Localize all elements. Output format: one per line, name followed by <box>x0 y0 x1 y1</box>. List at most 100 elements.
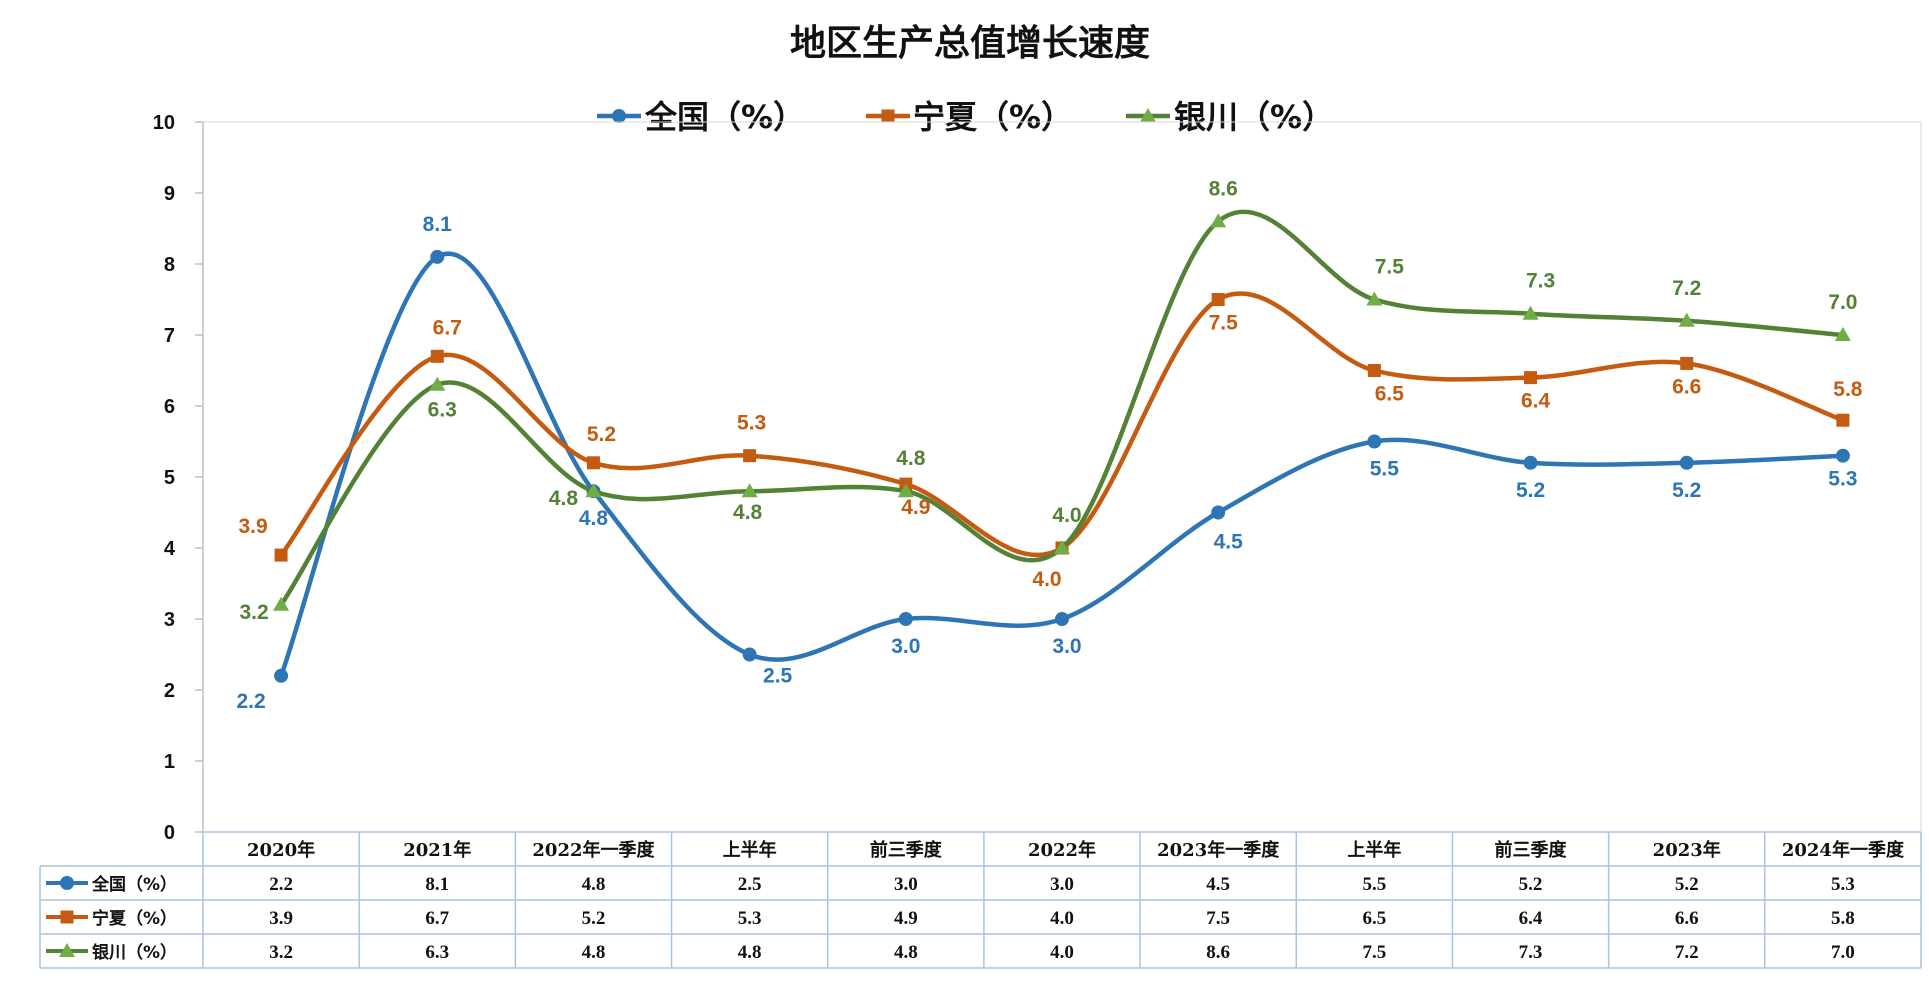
ningxia-data-label: 6.4 <box>1521 390 1551 413</box>
ningxia-data-label: 4.0 <box>1032 568 1061 591</box>
national-data-label: 8.1 <box>423 213 453 236</box>
yinchuan-data-label: 4.0 <box>1052 504 1081 527</box>
national-point <box>742 647 757 662</box>
yinchuan-point <box>1210 213 1227 228</box>
table-cell-value: 5.3 <box>738 908 762 929</box>
table-cell-value: 4.8 <box>582 942 606 963</box>
yinchuan-data-label: 7.5 <box>1375 256 1405 279</box>
table-cell-value: 5.2 <box>1675 874 1699 895</box>
category-label: 2024年一季度 <box>1782 839 1905 861</box>
yinchuan-point <box>585 483 602 498</box>
legend-national-marker <box>612 109 626 123</box>
table-cell-value: 7.5 <box>1362 942 1386 963</box>
yinchuan-point <box>897 483 914 498</box>
yinchuan-data-label: 4.8 <box>733 501 763 524</box>
ningxia-point <box>1367 364 1381 377</box>
national-point <box>1523 455 1538 470</box>
yinchuan-data-label: 7.2 <box>1672 277 1701 300</box>
table-cell-value: 6.3 <box>425 942 449 963</box>
y-tick-label: 8 <box>164 254 175 276</box>
yinchuan-point <box>1366 291 1383 306</box>
legend-ningxia-marker <box>881 109 895 123</box>
table-cell-value: 7.0 <box>1831 942 1855 963</box>
table-cell-value: 3.2 <box>269 942 293 963</box>
category-label: 2022年 <box>1028 839 1096 861</box>
y-tick-label: 1 <box>164 751 175 773</box>
data-table: 2020年 2021年 2022年一季度 上半年 前三季度 2022年 2023年一季度 上半… <box>39 831 1922 969</box>
yinchuan-point <box>429 376 446 391</box>
table-cell-value: 4.8 <box>894 942 918 963</box>
ningxia-data-label: 3.9 <box>238 515 267 538</box>
ningxia-data-label: 5.3 <box>737 412 766 435</box>
category-label: 上半年 <box>723 839 777 861</box>
table-cell-value: 3.0 <box>894 874 918 895</box>
table-cell-value: 8.1 <box>425 874 449 895</box>
yinchuan-point <box>273 596 290 611</box>
yinchuan-point <box>741 483 758 498</box>
table-cell-value: 4.8 <box>738 942 762 963</box>
category-label: 2020年 <box>247 839 315 861</box>
legend-yinchuan-label: 银川（%） <box>1174 98 1334 136</box>
table-cell-value: 4.8 <box>582 874 606 895</box>
table-cell-value: 4.0 <box>1050 942 1074 963</box>
national-data-label: 5.5 <box>1370 458 1400 481</box>
category-label: 前三季度 <box>870 839 943 861</box>
legend-yinchuan-marker <box>1140 108 1156 122</box>
yinchuan-data-label: 7.3 <box>1526 270 1555 293</box>
table-cell-value: 3.9 <box>269 908 293 929</box>
category-label: 上半年 <box>1347 839 1401 861</box>
table-cell-value: 6.7 <box>425 908 449 929</box>
ningxia-point <box>1211 293 1225 306</box>
table-cell-value: 6.6 <box>1675 908 1699 929</box>
table-key-national-marker <box>60 876 74 890</box>
table-cell-value: 2.5 <box>738 874 762 895</box>
national-point <box>1367 434 1382 449</box>
national-point <box>1835 448 1850 463</box>
yinchuan-point <box>1054 540 1070 554</box>
yinchuan-data-label: 4.8 <box>896 447 926 470</box>
ningxia-data-label: 6.6 <box>1672 375 1701 398</box>
national-point <box>1679 455 1694 470</box>
ningxia-data-label: 4.9 <box>901 496 930 519</box>
y-tick-label: 5 <box>164 467 175 489</box>
national-data-label: 2.2 <box>236 690 265 713</box>
national-point <box>898 612 913 626</box>
table-row-label: 全国（%） <box>91 874 177 895</box>
yinchuan-point <box>1678 312 1695 327</box>
ningxia-point <box>743 449 757 463</box>
table-key-ningxia-marker <box>60 910 74 924</box>
table-cell-value: 5.2 <box>1519 874 1543 895</box>
national-data-label: 5.3 <box>1828 468 1857 491</box>
table-cell-value: 5.8 <box>1831 908 1855 929</box>
category-label: 2021年 <box>403 839 471 861</box>
ningxia-point <box>1524 371 1538 385</box>
y-tick-label: 0 <box>164 822 175 844</box>
national-point <box>1055 612 1069 626</box>
y-tick-label: 6 <box>164 396 175 418</box>
y-tick-label: 7 <box>164 325 175 347</box>
axes: 0 1 2 3 4 5 6 7 8 9 10 <box>153 112 1922 844</box>
national-data-label: 3.0 <box>891 635 920 658</box>
table-row-label: 宁夏（%） <box>92 908 177 929</box>
national-point <box>274 668 289 683</box>
legend-ningxia-label: 宁夏（%） <box>913 98 1073 136</box>
table-cell-value: 7.2 <box>1675 942 1699 963</box>
table-cell-value: 8.6 <box>1206 942 1230 963</box>
national-data-label: 3.0 <box>1052 635 1081 658</box>
table-cell-value: 3.0 <box>1050 874 1074 895</box>
yinchuan-point <box>1834 327 1851 341</box>
series-layer <box>273 209 1851 683</box>
ningxia-data-label: 6.7 <box>433 316 462 339</box>
yinchuan-point <box>1522 305 1539 320</box>
yinchuan-data-label: 6.3 <box>428 399 457 422</box>
national-data-label: 4.5 <box>1214 531 1244 554</box>
national-point <box>1211 505 1226 520</box>
table-cell-value: 6.4 <box>1519 908 1543 929</box>
national-data-label: 4.8 <box>579 507 609 530</box>
plot-area <box>202 121 1922 833</box>
yinchuan-data-label: 7.0 <box>1828 291 1857 314</box>
table-cell-value: 5.3 <box>1831 874 1855 895</box>
y-tick-label: 4 <box>164 538 176 560</box>
ningxia-point <box>430 349 444 363</box>
